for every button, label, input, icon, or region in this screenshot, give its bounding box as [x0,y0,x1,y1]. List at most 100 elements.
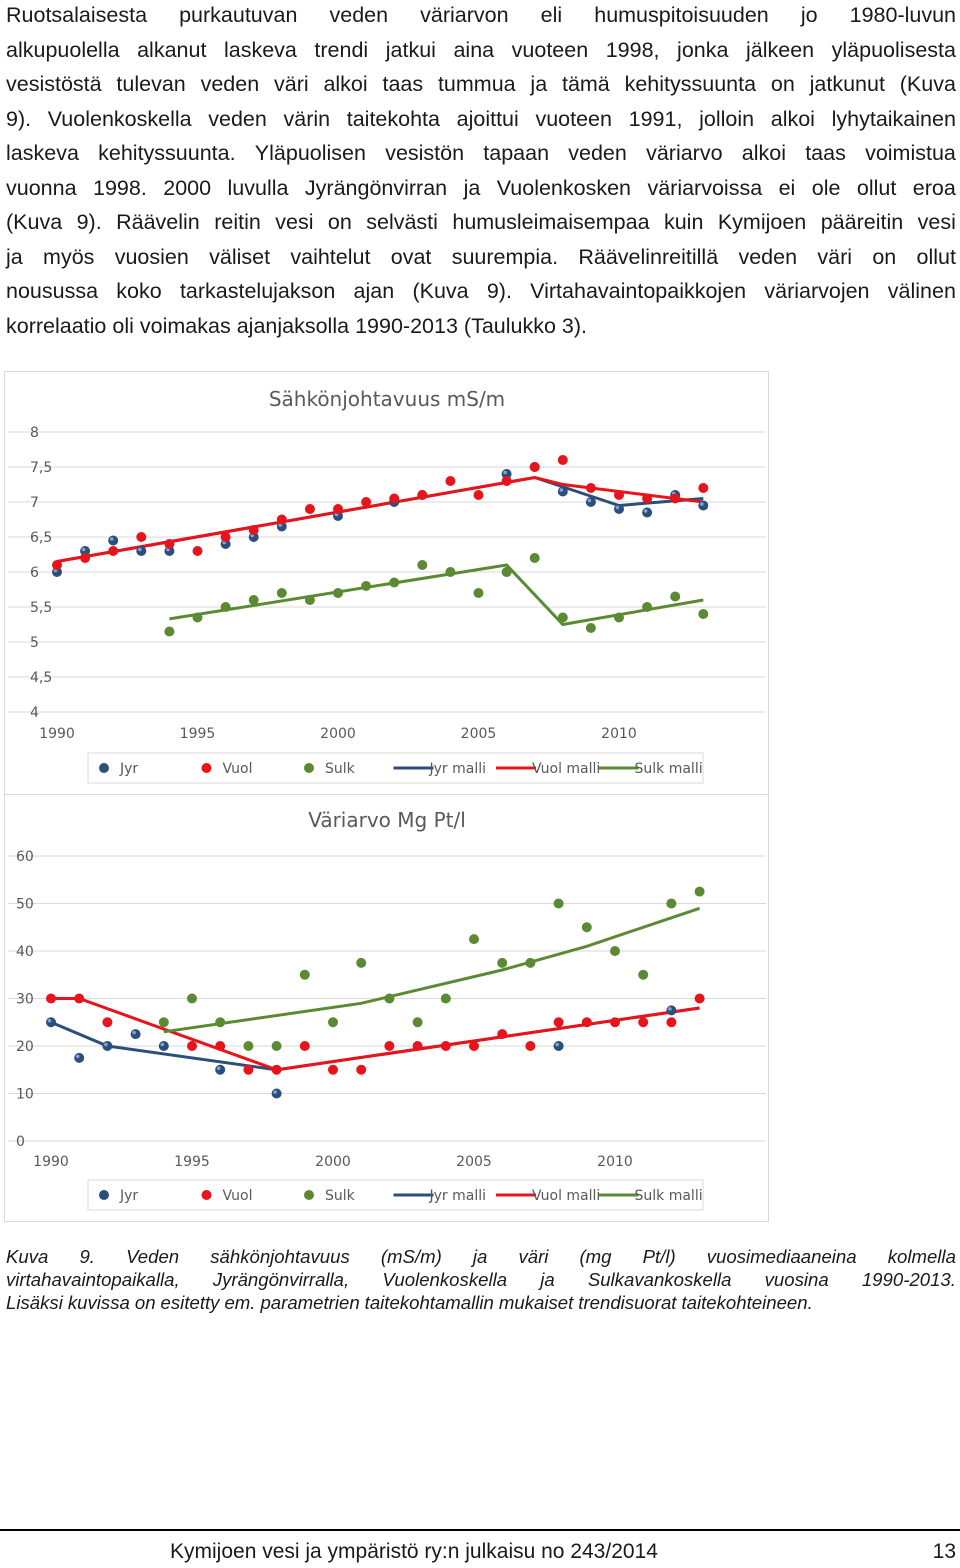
data-point-jyr [130,1029,141,1040]
data-point-sulk [384,993,395,1004]
paragraph-line: alkupuolella alkanut laskeva trendi jatkui ai… [6,37,956,62]
data-point-vuol [417,490,428,500]
data-point-jyr [642,507,653,518]
data-point-vuol [642,493,653,504]
body-paragraph: Ruotsalaisesta purkautuvan veden väriarvon e… [6,0,956,343]
data-point-jyr [102,1041,113,1051]
legend-label: Vuol [223,1188,253,1204]
trend-line-vuol-malli [51,997,700,1072]
data-point-vuol [164,539,175,549]
x-tick-label: 1995 [180,726,216,742]
legend-label: Jyr [119,761,138,777]
data-point-highlight [587,498,592,503]
data-point-vuol [192,546,203,556]
paragraph-line: Ruotsalaisesta purkautuvan veden väriarvon e… [6,3,956,27]
data-point-vuol [299,1041,310,1051]
x-tick-label: 1990 [39,726,75,742]
data-point-sulk [666,898,677,909]
data-point-vuol [670,493,681,504]
legend-marker [201,1190,212,1200]
caption-line: virtahavaintopaikalla, Jyrängönvirralla, V… [6,1269,956,1290]
data-point-sulk [610,946,620,956]
x-tick-label: 2000 [315,1154,351,1170]
legend-label: Sulk [325,761,356,777]
data-point-sulk [192,612,203,623]
data-point-vuol [52,560,62,570]
data-point-vuol [501,476,512,486]
legend-label: Jyr malli [429,1188,487,1204]
data-point-sulk [557,612,568,623]
data-point-highlight [559,488,564,492]
data-point-vuol [361,497,372,507]
data-point-sulk [525,957,536,968]
data-point-vuol [74,993,85,1004]
data-point-sulk [581,922,592,933]
data-point-sulk [698,609,709,619]
data-point-vuol [102,1017,113,1028]
data-point-vuol [46,993,56,1004]
data-point-vuol [698,483,709,493]
x-tick-label: 2000 [320,726,356,742]
data-point-vuol [529,462,540,472]
y-tick-label: 30 [16,992,34,1008]
data-point-sulk [585,623,596,633]
data-point-sulk [473,588,484,598]
paragraph-line: vesistöstä tulevan veden väri alkoi taas tummu… [6,72,956,96]
y-tick-label: 0 [16,1134,25,1150]
data-point-sulk [328,1017,338,1028]
data-point-sulk [638,969,649,980]
data-point-vuol [215,1041,226,1051]
data-point-sulk [670,591,681,602]
y-tick-label: 6 [30,565,39,581]
data-point-highlight [668,1007,672,1011]
y-tick-label: 6,5 [30,530,52,546]
data-point-sulk [553,898,564,909]
figure-caption: Kuva 9. Veden sähkönjohtavuus (mS/m) ja väri (m… [6,1245,956,1314]
data-point-jyr [698,500,709,511]
data-point-sulk [614,612,624,623]
data-point-vuol [271,1064,282,1075]
data-point-vuol [276,514,287,525]
data-point-vuol [333,504,343,514]
data-point-vuol [356,1064,367,1075]
data-point-vuol [473,490,484,500]
y-tick-label: 5,5 [30,600,52,616]
data-point-sulk [389,577,400,588]
x-tick-label: 2010 [601,726,637,742]
y-tick-label: 10 [16,1087,34,1103]
trend-line-sulk-malli [163,906,701,1034]
data-point-vuol [80,553,91,563]
data-point-jyr [74,1052,85,1063]
legend-marker [99,763,109,773]
legend-label: Sulk malli [635,761,703,777]
data-point-vuol [610,1017,620,1028]
legend-label: Vuol malli [532,761,600,777]
y-tick-label: 5 [30,635,39,651]
data-point-highlight [138,547,142,552]
data-point-sulk [445,567,456,577]
data-point-vuol [666,1017,677,1028]
y-tick-label: 40 [16,944,34,960]
data-point-sulk [529,553,540,563]
data-point-highlight [109,537,114,541]
data-point-vuol [614,490,624,500]
paragraph-line: 9). Vuolenkoskella veden värin taitekohta ajo… [6,106,956,131]
conductivity-chart-svg: Sähkönjohtavuus mS/m87,576,565,554,54199… [4,371,769,795]
data-point-vuol [581,1017,592,1028]
data-point-highlight [132,1030,136,1035]
data-point-jyr [614,504,624,514]
data-point-vuol [328,1064,338,1075]
data-point-vuol [412,1041,423,1051]
data-point-jyr [46,1017,56,1028]
footer-publication: Kymijoen vesi ja ympäristö ry:n julkaisu… [170,1540,658,1563]
data-point-sulk [417,560,428,570]
data-point-highlight [643,509,648,513]
data-point-sulk [694,886,705,897]
data-point-highlight [700,502,704,506]
y-tick-label: 60 [16,849,34,865]
data-point-sulk [220,602,231,612]
legend-label: Jyr malli [429,761,487,777]
data-point-sulk [243,1041,254,1051]
data-point-sulk [215,1017,226,1028]
